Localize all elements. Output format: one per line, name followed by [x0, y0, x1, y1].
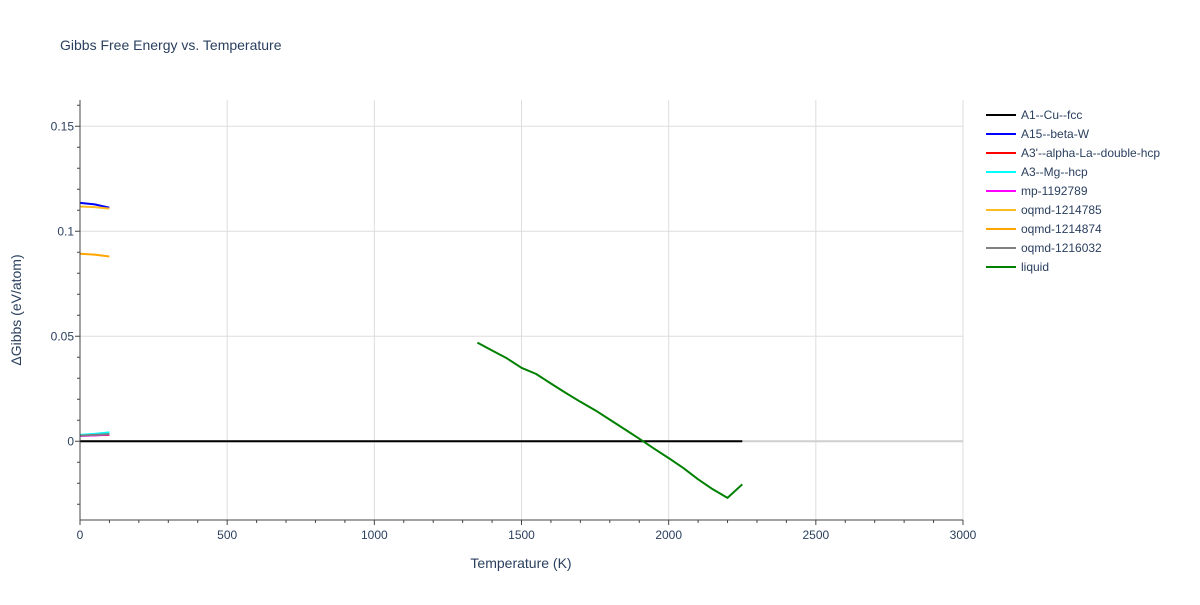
x-axis-title: Temperature (K) [470, 555, 571, 571]
legend-label[interactable]: A15--beta-W [1021, 127, 1090, 141]
grid-layer [80, 100, 964, 520]
x-tick-label: 3000 [950, 528, 977, 542]
x-tick-label: 1500 [508, 528, 535, 542]
series-line [79, 201, 110, 209]
y-tick-label: 0.1 [57, 224, 74, 238]
x-tick-label: 500 [217, 528, 237, 542]
y-axis-title: ΔGibbs (eV/atom) [8, 254, 24, 365]
y-tick-label: 0 [67, 434, 74, 448]
axes-layer: 0 500 1000 1500 2000 2500 3000 0 0.05 0.1 0.15 [51, 100, 977, 542]
legend[interactable]: A1--Cu--fcc A15--beta-W A3'--alpha-La--dou… [986, 108, 1160, 274]
series-layer [79, 201, 743, 499]
legend-label[interactable]: oqmd-1214785 [1021, 203, 1102, 217]
y-tick-label: 0.15 [51, 119, 75, 133]
series-line [79, 433, 110, 437]
x-tick-label: 2500 [802, 528, 829, 542]
legend-label[interactable]: A3'--alpha-La--double-hcp [1021, 146, 1160, 160]
legend-label[interactable]: A3--Mg--hcp [1021, 165, 1088, 179]
series-line [476, 341, 743, 499]
series-line [79, 252, 110, 258]
legend-label[interactable]: oqmd-1216032 [1021, 241, 1102, 255]
legend-label[interactable]: oqmd-1214874 [1021, 222, 1102, 236]
chart-title: Gibbs Free Energy vs. Temperature [60, 37, 282, 53]
legend-label[interactable]: A1--Cu--fcc [1021, 108, 1082, 122]
legend-label[interactable]: mp-1192789 [1021, 184, 1088, 198]
y-tick-label: 0.05 [51, 329, 75, 343]
x-tick-label: 0 [77, 528, 84, 542]
x-tick-label: 1000 [361, 528, 388, 542]
x-tick-label: 2000 [655, 528, 682, 542]
series-line [79, 205, 110, 210]
legend-label[interactable]: liquid [1021, 260, 1049, 274]
